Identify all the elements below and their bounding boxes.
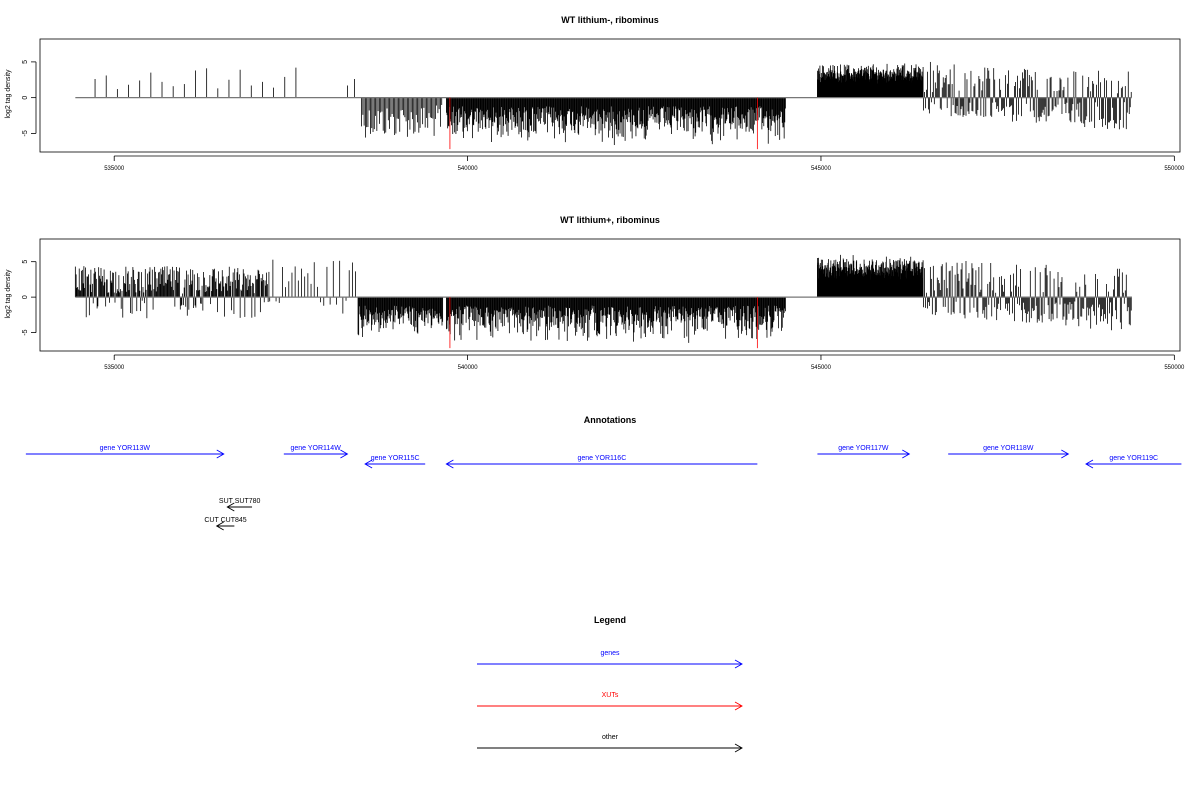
gene-label: gene YOR114W	[290, 445, 341, 452]
gene-arrow: gene YOR116C	[445, 455, 758, 469]
panel-title: WT lithium-, ribominus	[561, 15, 659, 25]
y-tick-label: -5	[22, 130, 29, 136]
legend-item: XUTs	[477, 692, 743, 711]
bars	[75, 61, 1132, 150]
legend-items: genes XUTs other	[477, 650, 743, 753]
annotations-panel: Annotations gene YOR113W gene YOR114Wgene…	[25, 415, 1182, 531]
other-arrow: CUT CUT845	[204, 517, 247, 531]
other-arrows: SUT SUT780 CUT CUT845	[204, 498, 261, 531]
arrow-head	[226, 502, 235, 512]
axes: 535000 540000 545000 550000 -5 0 5	[22, 38, 1185, 172]
x-tick-label: 550000	[1164, 166, 1185, 172]
y-tick-label: 0	[22, 295, 29, 299]
y-tick-label: 5	[22, 260, 29, 264]
legend-item: genes	[477, 650, 743, 669]
arrow-head	[734, 701, 743, 711]
legend-title: Legend	[594, 615, 626, 625]
x-tick-label: 540000	[458, 166, 479, 172]
x-tick-label: 535000	[104, 365, 125, 371]
y-tick-label: 0	[22, 96, 29, 100]
plot-frame	[39, 38, 1181, 153]
other-label: SUT SUT780	[219, 498, 261, 505]
arrow-head	[734, 659, 743, 669]
arrow-head	[215, 521, 224, 531]
gene-label: gene YOR119C	[1109, 455, 1158, 462]
gene-label: gene YOR113W	[100, 445, 151, 452]
legend-item-label: XUTs	[602, 692, 619, 699]
gene-label: gene YOR115C	[371, 455, 420, 462]
axes: 535000 540000 545000 550000 -5 0 5	[22, 238, 1185, 371]
other-label: CUT CUT845	[204, 517, 246, 524]
arrow-head	[340, 449, 349, 459]
gene-arrow: gene YOR118W	[948, 445, 1070, 459]
gene-arrow: gene YOR119C	[1085, 455, 1182, 469]
gene-arrow: gene YOR117W	[817, 445, 911, 459]
legend-item-label: genes	[600, 650, 620, 657]
gene-arrow: gene YOR113W	[25, 445, 225, 459]
legend: Legend genes XUTs other	[477, 615, 743, 753]
gene-arrows: gene YOR113W gene YOR114W gene YOR115C gene…	[25, 445, 1182, 469]
arrow-head	[364, 459, 373, 469]
panel-title: WT lithium+, ribominus	[560, 215, 660, 225]
arrow-head	[445, 459, 454, 469]
y-axis-label: log2 tag density	[5, 69, 12, 119]
panel-lithium-plus: WT lithium+, ribominus log2 tag density …	[5, 215, 1185, 371]
y-tick-label: -5	[22, 329, 29, 335]
arrow-head	[734, 743, 743, 753]
panel-lithium-minus: WT lithium-, ribominus log2 tag density …	[5, 15, 1185, 172]
arrow-head	[1061, 449, 1070, 459]
gene-label: gene YOR117W	[838, 445, 889, 452]
x-tick-label: 540000	[458, 365, 479, 371]
x-tick-label: 535000	[104, 166, 125, 172]
x-tick-label: 550000	[1164, 365, 1185, 371]
other-arrow: SUT SUT780	[219, 498, 261, 512]
gene-arrow: gene YOR115C	[364, 455, 426, 469]
y-tick-label: 5	[22, 60, 29, 64]
legend-item: other	[477, 734, 743, 753]
bars	[74, 254, 1132, 349]
gene-arrow: gene YOR114W	[283, 445, 349, 459]
legend-item-label: other	[602, 734, 619, 741]
y-axis-label: log2 tag density	[5, 269, 12, 319]
plot-frame	[39, 238, 1181, 352]
gene-label: gene YOR118W	[983, 445, 1034, 452]
arrow-head	[902, 449, 911, 459]
x-tick-label: 545000	[811, 365, 832, 371]
arrow-head	[1085, 459, 1094, 469]
x-tick-label: 545000	[811, 166, 832, 172]
gene-label: gene YOR116C	[577, 455, 626, 462]
arrow-head	[216, 449, 225, 459]
annotations-title: Annotations	[584, 415, 637, 425]
